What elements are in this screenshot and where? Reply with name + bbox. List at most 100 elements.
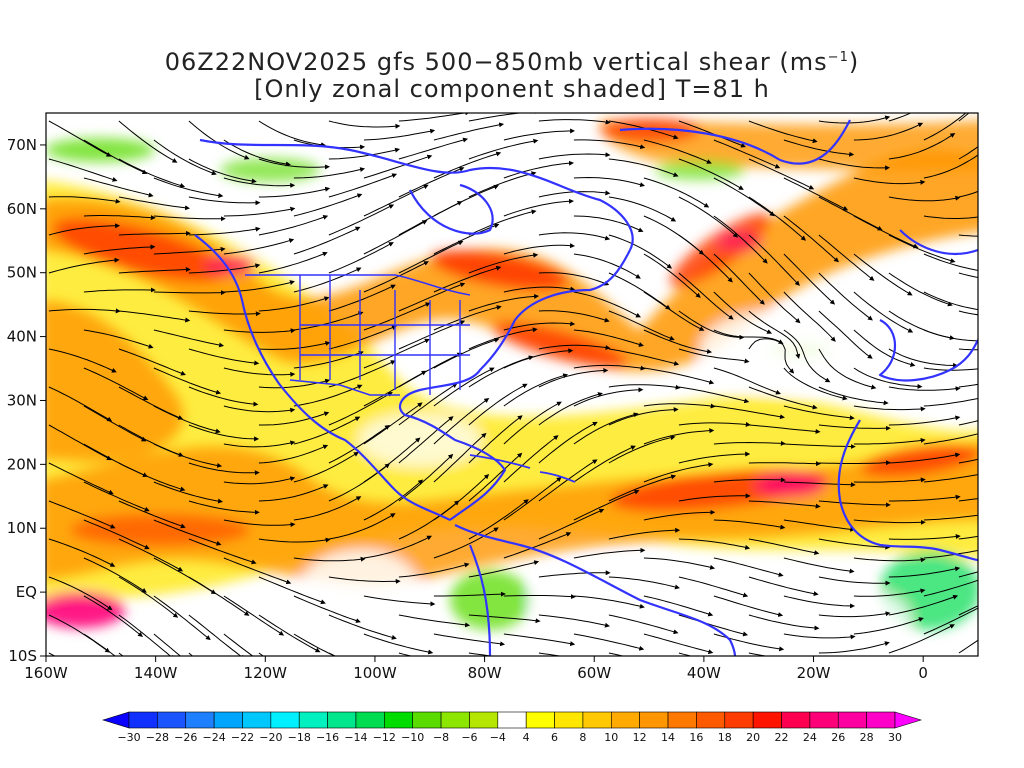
colorbar-cap-high — [894, 711, 923, 729]
streamline — [608, 527, 681, 540]
streamline — [608, 348, 680, 366]
colorbar-label: −16 — [316, 731, 339, 744]
streamline — [188, 386, 259, 407]
colorbar-label: 14 — [661, 731, 675, 744]
streamline — [293, 496, 362, 521]
lon-label: 100W — [353, 664, 397, 682]
streamline — [713, 405, 785, 420]
streamline — [188, 196, 261, 206]
streamline — [433, 367, 495, 407]
colorbar-label: 6 — [551, 731, 558, 744]
streamline — [888, 566, 961, 578]
longitude-labels: 160W 140W 120W 100W 80W 60W 40W 20W 0 — [24, 664, 928, 682]
colorbar-swatch — [866, 711, 896, 729]
streamline — [783, 329, 831, 383]
streamline — [643, 509, 716, 521]
axis-ticks — [40, 144, 924, 662]
colorbar-swatch — [809, 711, 839, 729]
streamline — [258, 120, 326, 148]
streamline — [468, 383, 528, 426]
streamline — [468, 252, 539, 274]
streamline — [363, 535, 432, 559]
streamline — [188, 538, 257, 565]
streamline — [538, 614, 610, 628]
streamline — [888, 234, 956, 263]
streamline — [293, 350, 364, 369]
streamline — [223, 405, 296, 413]
streamline — [118, 158, 186, 188]
streamline — [503, 435, 559, 483]
streamline — [923, 215, 978, 219]
lat-label: 60N — [7, 200, 37, 218]
streamline — [538, 652, 563, 656]
title-prefix: 06Z22NOV2025 gfs 500−850mb vertical shea… — [164, 48, 828, 76]
streamline — [958, 146, 978, 160]
streamline — [678, 386, 750, 404]
streamline — [398, 383, 458, 426]
lon-label: 80W — [468, 664, 502, 682]
streamline — [608, 435, 676, 464]
streamline — [888, 534, 961, 540]
streamline — [678, 348, 750, 364]
streamline — [293, 267, 362, 293]
coast-greenland — [619, 119, 851, 165]
streamline — [748, 461, 821, 467]
streamline — [433, 432, 487, 483]
streamline — [223, 177, 296, 188]
streamline — [783, 519, 856, 532]
streamline — [923, 367, 978, 371]
colorbar-swatch — [525, 711, 555, 729]
colorbar-label: −30 — [117, 731, 140, 744]
streamline — [223, 476, 296, 485]
streamline — [853, 122, 924, 141]
streamline — [328, 360, 396, 388]
streamline — [643, 253, 701, 298]
colorbar-label: −12 — [373, 731, 396, 744]
streamline — [888, 113, 912, 122]
streamline — [748, 310, 801, 360]
streamline — [923, 607, 978, 635]
streamline — [398, 562, 470, 578]
streamline — [223, 595, 285, 636]
streamline — [573, 215, 644, 233]
lon-label: 140W — [134, 664, 178, 682]
streamline — [783, 139, 855, 157]
streamline — [118, 267, 191, 274]
streamline — [678, 234, 733, 283]
streamline — [258, 576, 326, 605]
colorbar-label: −14 — [344, 731, 367, 744]
streamline — [923, 253, 978, 271]
colorbar-label: −10 — [401, 731, 424, 744]
streamline — [188, 348, 260, 366]
streamline — [853, 437, 926, 445]
streamline — [468, 293, 540, 312]
streamline — [398, 614, 471, 628]
streamline — [958, 113, 970, 122]
streamline — [398, 453, 454, 502]
streamline — [678, 451, 751, 464]
streamline — [293, 384, 363, 407]
streamline — [853, 215, 919, 249]
streamline — [118, 500, 186, 529]
streamline — [748, 234, 800, 286]
streamline — [48, 196, 121, 204]
streamline — [538, 421, 598, 464]
streamline — [328, 284, 396, 312]
streamline — [608, 384, 681, 390]
streamline — [748, 576, 819, 597]
streamline — [818, 234, 875, 281]
coast-europe — [878, 229, 978, 382]
streamline — [398, 282, 466, 312]
colorbar-label: 18 — [718, 731, 732, 744]
streamline — [83, 481, 150, 512]
lat-label: 50N — [7, 264, 37, 282]
streamline — [818, 641, 890, 654]
colorbar-swatch — [696, 711, 726, 729]
streamline — [188, 310, 261, 317]
title-suffix: ) — [848, 48, 860, 76]
lon-label: 0 — [918, 664, 928, 682]
streamline — [783, 177, 849, 211]
map-title-line1: 06Z22NOV2025 gfs 500−850mb vertical shea… — [0, 48, 1024, 76]
streamline — [293, 226, 361, 255]
